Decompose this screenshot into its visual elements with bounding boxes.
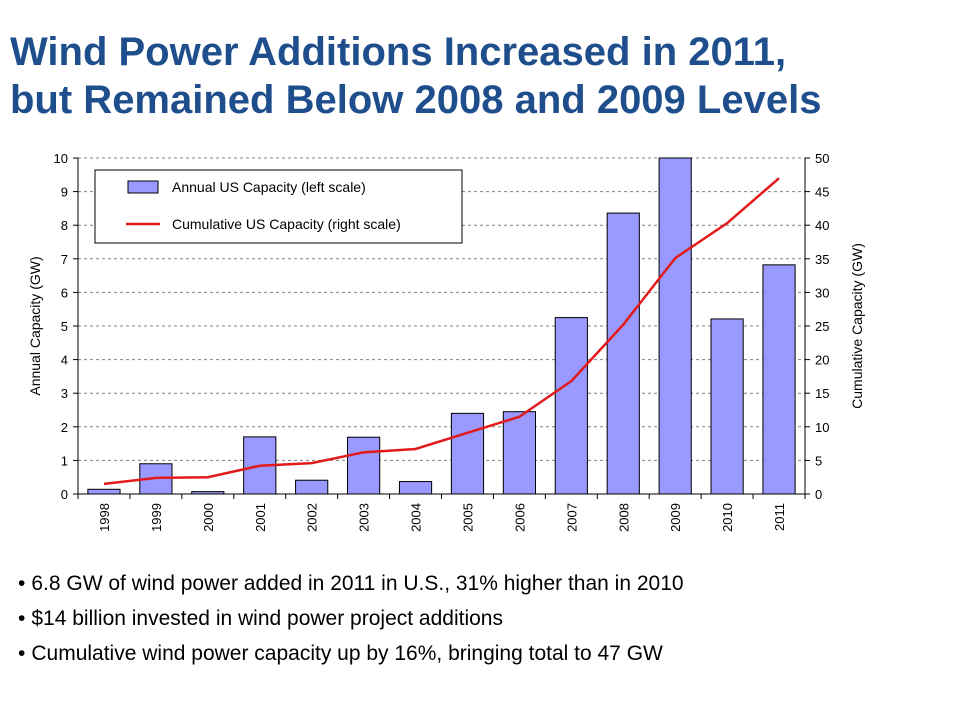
legend-label-annual: Annual US Capacity (left scale) bbox=[172, 179, 366, 195]
x-tick-label: 2004 bbox=[409, 503, 424, 532]
legend-label-cumulative: Cumulative US Capacity (right scale) bbox=[172, 216, 401, 232]
title-line-2: but Remained Below 2008 and 2009 Levels bbox=[10, 78, 822, 122]
right-tick-label: 5 bbox=[815, 453, 822, 468]
cumulative-line-group bbox=[103, 177, 780, 486]
x-tick-label: 2005 bbox=[460, 503, 475, 532]
bullet-item: • Cumulative wind power capacity up by 16… bbox=[18, 642, 663, 665]
bullet-text: 6.8 GW of wind power added in 2011 in U.… bbox=[31, 572, 684, 595]
bar-2003 bbox=[347, 436, 381, 495]
x-tick-label: 2009 bbox=[668, 503, 683, 532]
bar-1998 bbox=[87, 488, 121, 495]
bar-2009 bbox=[658, 157, 692, 495]
right-tick-label: 30 bbox=[815, 285, 829, 300]
left-tick-label: 5 bbox=[61, 319, 68, 334]
left-tick-label: 2 bbox=[61, 420, 68, 435]
left-tick-label: 6 bbox=[61, 285, 68, 300]
right-tick-label: 45 bbox=[815, 185, 829, 200]
bullet-text: Cumulative wind power capacity up by 16%… bbox=[31, 642, 663, 665]
bar-2005 bbox=[450, 412, 485, 495]
cumulative-line bbox=[103, 177, 780, 486]
x-tick-label: 2001 bbox=[253, 503, 268, 532]
left-tick-label: 9 bbox=[61, 185, 68, 200]
x-tick-label: 2008 bbox=[616, 503, 631, 532]
y2-axis-title: Cumulative Capacity (GW) bbox=[849, 243, 865, 409]
left-tick-label: 0 bbox=[61, 487, 68, 502]
left-tick-label: 7 bbox=[61, 252, 68, 267]
right-tick-label: 15 bbox=[815, 386, 829, 401]
x-tick-label: 1998 bbox=[97, 503, 112, 532]
left-tick-label: 3 bbox=[61, 386, 68, 401]
slide-title: Wind Power Additions Increased in 2011, … bbox=[10, 28, 950, 124]
bar-2004 bbox=[398, 481, 433, 495]
x-tick-label: 2010 bbox=[720, 503, 735, 532]
bar-2007 bbox=[554, 317, 588, 495]
bar-2006 bbox=[502, 411, 536, 495]
y-axis-title: Annual Capacity (GW) bbox=[27, 256, 43, 395]
x-tick-label: 2011 bbox=[772, 503, 787, 531]
left-tick-label: 10 bbox=[54, 151, 68, 166]
bullet-item: • 6.8 GW of wind power added in 2011 in U… bbox=[18, 572, 684, 595]
right-tick-label: 20 bbox=[815, 353, 829, 368]
x-tick-label: 2007 bbox=[564, 503, 579, 532]
legend: Annual US Capacity (left scale) Cumulativ… bbox=[94, 169, 463, 244]
bullet-text: $14 billion invested in wind power proje… bbox=[31, 607, 503, 630]
x-tick-label: 2006 bbox=[512, 503, 527, 532]
title-line-1: Wind Power Additions Increased in 2011, bbox=[10, 30, 787, 74]
bullet-list: • 6.8 GW of wind power added in 2011 in U… bbox=[18, 566, 948, 671]
bullet-item: • $14 billion invested in wind power proj… bbox=[18, 607, 503, 630]
right-tick-label: 0 bbox=[815, 487, 822, 502]
left-tick-label: 8 bbox=[61, 218, 68, 233]
x-tick-label: 2002 bbox=[305, 503, 320, 532]
right-tick-label: 40 bbox=[815, 218, 829, 233]
left-tick-label: 1 bbox=[61, 453, 68, 468]
legend-swatch-annual bbox=[127, 180, 159, 194]
bar-2011 bbox=[762, 264, 796, 495]
bar-2008 bbox=[606, 212, 640, 495]
right-tick-label: 10 bbox=[815, 420, 829, 435]
x-tick-label: 2000 bbox=[201, 503, 216, 532]
x-tick-label: 2003 bbox=[357, 503, 372, 532]
bar-2010 bbox=[710, 318, 744, 495]
right-tick-label: 50 bbox=[815, 151, 829, 166]
left-tick-label: 4 bbox=[61, 353, 68, 368]
bar-2002 bbox=[295, 479, 329, 495]
x-tick-label: 1999 bbox=[149, 503, 164, 532]
right-tick-label: 35 bbox=[815, 252, 829, 267]
right-tick-label: 25 bbox=[815, 319, 829, 334]
